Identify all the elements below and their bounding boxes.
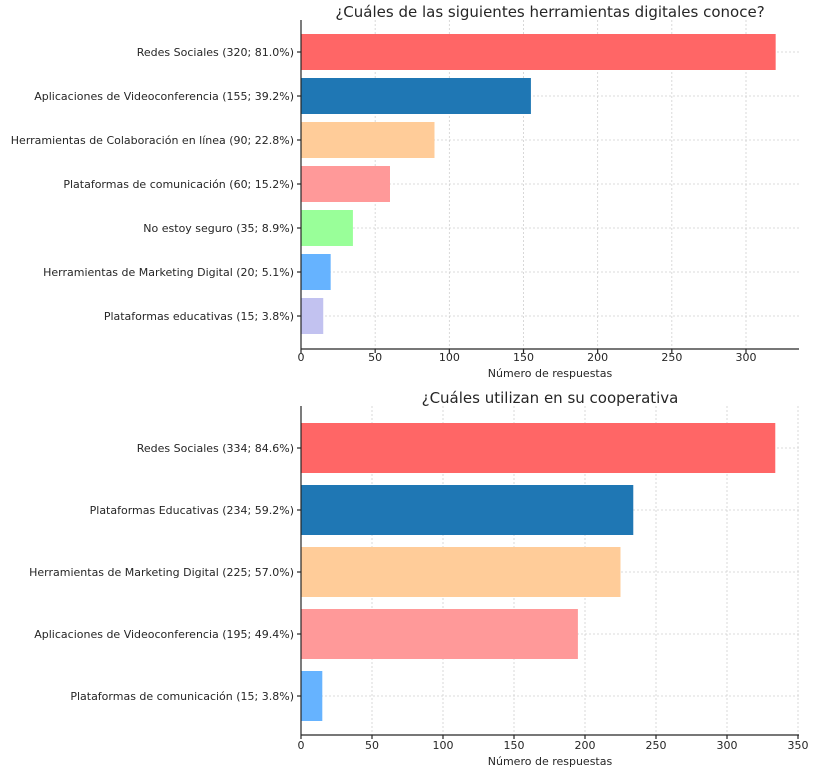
bar <box>301 485 634 535</box>
x-axis-label: Número de respuestas <box>488 755 613 768</box>
category-label: Aplicaciones de Videoconferencia (195; 4… <box>34 628 294 641</box>
bar <box>301 423 776 473</box>
category-label: Herramientas de Marketing Digital (225; … <box>29 566 294 579</box>
category-label: Plataformas de comunicación (60; 15.2%) <box>63 178 294 191</box>
x-tick-label: 250 <box>661 351 682 364</box>
category-label: Aplicaciones de Videoconferencia (155; 3… <box>34 90 294 103</box>
x-tick-label: 0 <box>298 351 305 364</box>
bar <box>301 298 324 334</box>
x-axis-label: Número de respuestas <box>488 367 613 380</box>
chart-1: ¿Cuáles de las siguientes herramientas d… <box>11 3 799 380</box>
x-tick-label: 150 <box>504 739 525 752</box>
category-label: Plataformas de comunicación (15; 3.8%) <box>70 690 294 703</box>
category-label: Redes Sociales (320; 81.0%) <box>137 46 294 59</box>
bar <box>301 609 578 659</box>
category-label: Plataformas Educativas (234; 59.2%) <box>90 504 294 517</box>
chart-2: ¿Cuáles utilizan en su cooperativa 0 50 100… <box>29 389 808 768</box>
x-tick-label: 200 <box>587 351 608 364</box>
x-tick-label: 150 <box>513 351 534 364</box>
x-tick-label: 100 <box>433 739 454 752</box>
category-label: No estoy seguro (35; 8.9%) <box>143 222 294 235</box>
bar <box>301 166 390 202</box>
bar <box>301 671 323 721</box>
category-label: Herramientas de Colaboración en línea (9… <box>11 134 294 147</box>
x-tick-label: 300 <box>736 351 757 364</box>
x-tick-label: 200 <box>575 739 596 752</box>
x-tick-label: 300 <box>717 739 738 752</box>
x-tick-label: 100 <box>439 351 460 364</box>
category-label: Herramientas de Marketing Digital (20; 5… <box>43 266 294 279</box>
category-label: Plataformas educativas (15; 3.8%) <box>104 310 294 323</box>
x-tick-label: 350 <box>788 739 809 752</box>
chart-title: ¿Cuáles de las siguientes herramientas d… <box>335 3 764 21</box>
bar <box>301 547 621 597</box>
chart-title: ¿Cuáles utilizan en su cooperativa <box>422 389 679 407</box>
bar <box>301 254 331 290</box>
category-label: Redes Sociales (334; 84.6%) <box>137 442 294 455</box>
bar <box>301 34 776 70</box>
x-tick-label: 50 <box>365 739 379 752</box>
x-tick-label: 50 <box>368 351 382 364</box>
x-tick-label: 0 <box>298 739 305 752</box>
bar <box>301 210 353 246</box>
x-tick-label: 250 <box>646 739 667 752</box>
bar <box>301 78 531 114</box>
bar <box>301 122 435 158</box>
